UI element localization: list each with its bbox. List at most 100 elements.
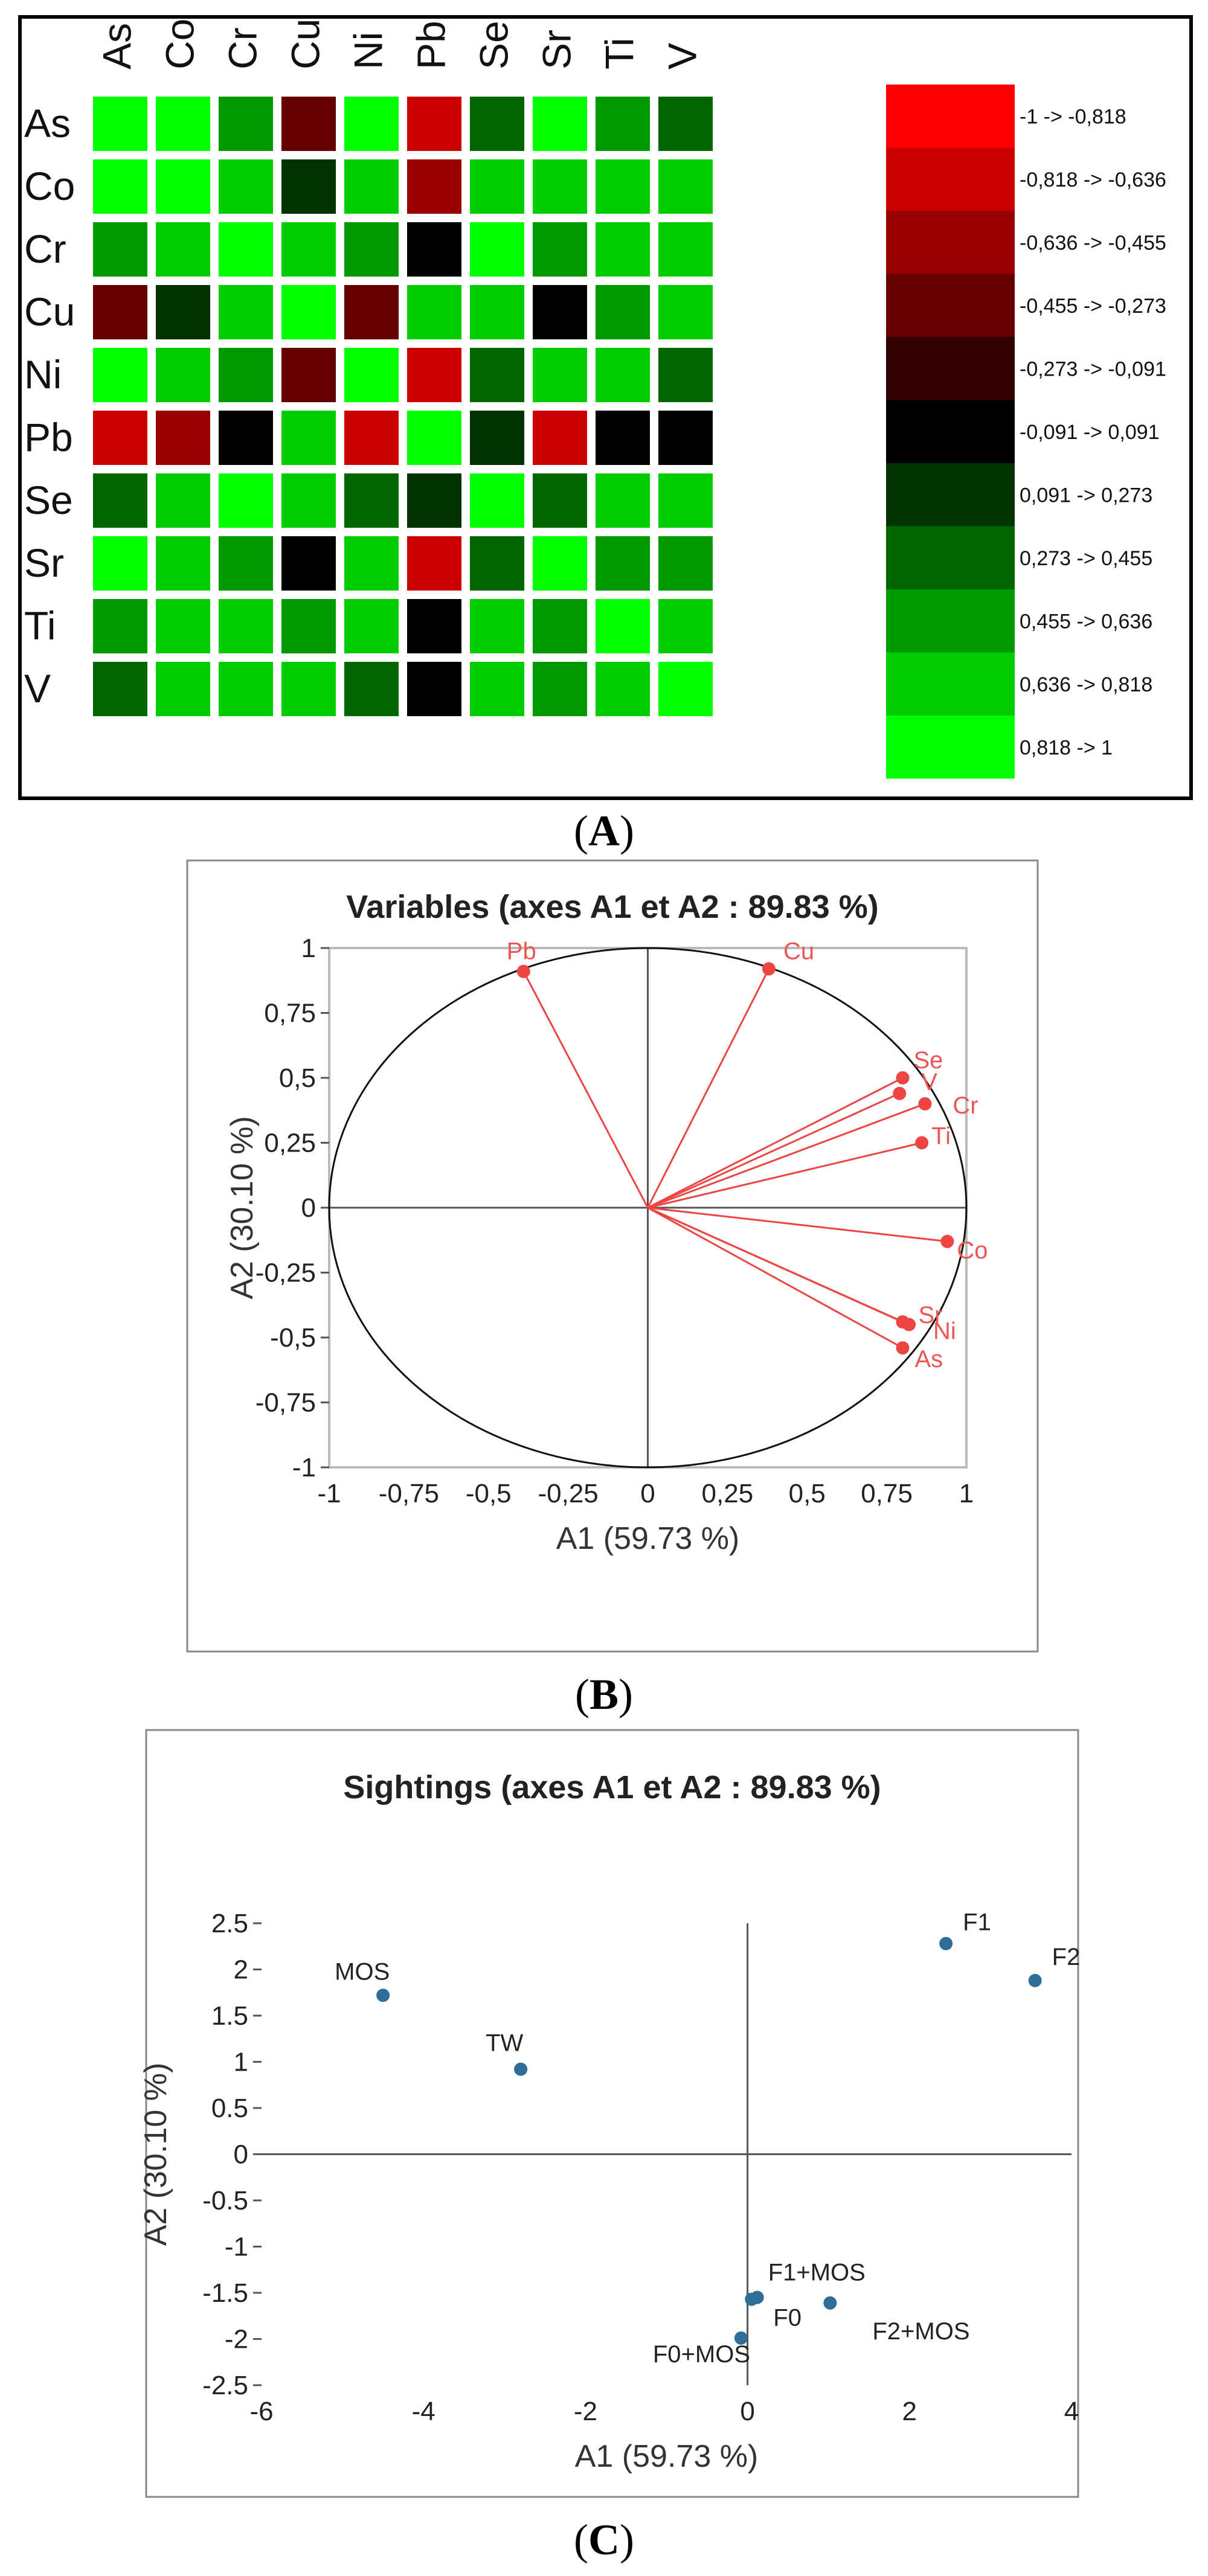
heatmap-cell [93,222,147,277]
heatmap-cell [156,159,210,214]
point-label-v: V [921,1069,937,1095]
row-label-as: As [24,101,71,146]
vector-co [647,1206,948,1243]
heatmap-cell [470,473,524,528]
point-f2 [1028,1973,1042,1987]
y-tick-label: 2 [234,1955,248,1985]
heatmap-cell [407,97,461,151]
column-label-sr: Sr [534,30,579,69]
point-label-ni: Ni [933,1318,956,1345]
correlation-circle [328,947,968,1469]
y-tick-label: 0 [234,2140,248,2170]
x-axis-title: A1 (59.73 %) [575,2439,759,2474]
point-label-as: As [915,1346,943,1373]
y-tick-label: 1 [234,2048,248,2077]
legend-label: 0,455 -> 0,636 [1020,610,1152,633]
row-label-cu: Cu [24,289,75,334]
heatmap-cell [407,222,461,277]
heatmap-cell [219,536,273,591]
point-f0 [745,2292,759,2306]
heatmap-cell [219,222,273,277]
y-axis-title: A2 (30.10 %) [225,1116,260,1299]
point-as [896,1341,910,1355]
variables-chart: Variables (axes A1 et A2 : 89.83 %) -1 -0,… [186,859,1039,1653]
heatmap-cell [533,97,587,151]
x-tick-label: 0,5 [789,1479,826,1508]
heatmap-cell [219,348,273,402]
row-label-cr: Cr [24,226,66,271]
point-tw [514,2062,528,2076]
vector-pb [522,971,649,1208]
y-tick-label: 0,5 [279,1063,316,1093]
point-label-f0: F0 [773,2305,802,2331]
row-label-sr: Sr [24,540,64,585]
heatmap-cell [407,599,461,653]
heatmap-cell [407,159,461,214]
legend-swatch [886,211,1015,274]
sightings-chart-panel: Sightings (axes A1 et A2 : 89.83 %) -6 -4 -… [0,1727,1208,2500]
heatmap-cell [344,411,399,465]
vector-ti [647,1142,922,1209]
x-tick-label: 0,25 [702,1479,754,1508]
heatmap-cell [219,599,273,653]
x-tick-label: 0,75 [861,1479,913,1508]
y-tick-label: 0,25 [264,1129,316,1158]
heatmap-cell [156,348,210,402]
heatmap-cell [344,473,399,528]
heatmap-cell [344,159,399,214]
y-tick-label: 1.5 [211,2001,248,2031]
vector-cu [647,968,770,1208]
heatmap-cell [658,285,713,339]
y-tick-label: -0,25 [255,1258,316,1288]
legend-swatch [886,589,1015,653]
x-tick-label: -0,75 [379,1479,439,1508]
heatmap-cell [658,536,713,591]
heatmap-cell [470,599,524,653]
heatmap-cell [93,599,147,653]
x-tick-label: -1 [317,1479,341,1508]
legend-label: -0,455 -> -0,273 [1020,295,1166,318]
heatmap-cell [407,473,461,528]
heatmap-cell [156,662,210,716]
vector-as [647,1206,904,1349]
vector-cr [647,1103,925,1209]
column-label-ti: Ti [597,37,641,69]
variables-chart-panel: Variables (axes A1 et A2 : 89.83 %) -1 -0,… [0,857,1208,1655]
heatmap-cell [596,285,650,339]
correlation-heatmap: As Co Cr Cu Ni Pb Se Sr Ti V As Co Cr Cu Ni Pb Se Sr Ti V -1… [18,15,1193,800]
heatmap-cell [344,285,399,339]
heatmap-cell [596,159,650,214]
row-label-pb: Pb [24,415,73,460]
heatmap-cell [281,662,336,716]
heatmap-cell [533,348,587,402]
point-mos [376,1988,390,2002]
x-tick-label: 2 [902,2397,917,2426]
heatmap-cell [407,285,461,339]
heatmap-cell [596,599,650,653]
point-cu [762,962,776,976]
heatmap-cell [533,662,587,716]
point-se [896,1071,910,1085]
row-label-v: V [24,666,51,711]
y-tick-label: -0,75 [255,1388,316,1418]
heatmap-cell [156,222,210,277]
heatmap-cell [658,473,713,528]
heatmap-cell [344,662,399,716]
point-ti [915,1136,929,1150]
y-tick-label: 0 [301,1193,316,1223]
legend-swatch [886,147,1015,211]
row-label-ni: Ni [24,352,62,397]
column-label-se: Se [471,21,516,69]
caption-b: (B) [575,1670,633,1719]
heatmap-cell [596,662,650,716]
y-tick-label: -0,5 [270,1323,316,1353]
heatmap-cell [93,97,147,151]
heatmap-cell [596,222,650,277]
heatmap-cell [470,159,524,214]
heatmap-cell [281,222,336,277]
heatmap-cell [219,159,273,214]
x-tick-label: -0,5 [466,1479,512,1508]
row-label-co: Co [24,164,75,208]
legend-swatch [886,652,1015,716]
heatmap-cell [93,285,147,339]
